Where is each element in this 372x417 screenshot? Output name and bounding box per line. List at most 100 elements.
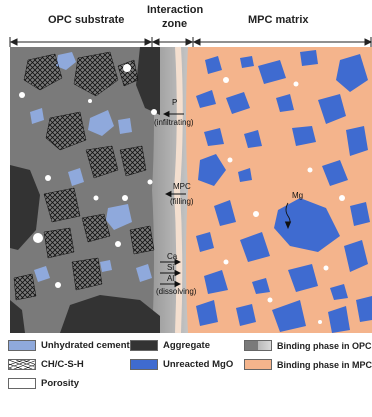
unreacted-mgo-particle bbox=[240, 232, 270, 262]
pore bbox=[318, 320, 322, 324]
unhydrated-cement-particle bbox=[56, 52, 76, 70]
unreacted-mgo-particle bbox=[244, 130, 262, 148]
opc-substrate-label: OPC substrate bbox=[48, 14, 125, 26]
pore bbox=[55, 282, 61, 288]
pore bbox=[323, 265, 329, 271]
header-dimension-arrows bbox=[9, 37, 372, 47]
ch-csh-region bbox=[71, 257, 103, 291]
pore bbox=[88, 99, 92, 103]
unhydrated-cement-particle bbox=[118, 118, 132, 134]
unreacted-mgo-particle bbox=[226, 92, 250, 114]
legend-label-binding-mpc: Binding phase in MPC bbox=[277, 359, 372, 370]
unreacted-mgo-particle bbox=[198, 154, 226, 186]
unreacted-mgo-particle bbox=[252, 278, 270, 294]
aggregate-particle bbox=[10, 300, 25, 333]
interaction-zone-label-line2: zone bbox=[162, 18, 188, 30]
unreacted-mgo-particle bbox=[258, 60, 286, 84]
pore bbox=[223, 77, 229, 83]
unreacted-mgo-particle bbox=[238, 168, 252, 182]
legend-unhydrated-cement: Unhydrated cement bbox=[8, 340, 130, 351]
unreacted-mgo-particle bbox=[288, 264, 318, 292]
legend-swatch-porosity bbox=[8, 378, 36, 389]
si-label: Si bbox=[167, 263, 175, 272]
ch-csh-region bbox=[73, 51, 119, 97]
ch-csh-region bbox=[43, 227, 75, 259]
legend-porosity: Porosity bbox=[8, 378, 79, 389]
unreacted-mgo-particle bbox=[196, 232, 214, 252]
unreacted-mgo-particle bbox=[356, 296, 372, 322]
dissolving-label: (dissolving) bbox=[156, 287, 197, 296]
pore bbox=[339, 195, 345, 201]
unreacted-mgo-particle bbox=[274, 198, 340, 252]
al-label: Al bbox=[167, 274, 175, 283]
legend-label-binding-opc: Binding phase in OPC bbox=[277, 340, 372, 351]
unhydrated-cement-particle bbox=[136, 264, 152, 282]
unreacted-mgo-particle bbox=[236, 304, 256, 326]
aggregate-particle bbox=[60, 295, 160, 333]
legend-label-unreacted-mgo: Unreacted MgO bbox=[163, 359, 234, 370]
reaction-arrows bbox=[160, 110, 292, 288]
unhydrated-cement-particle bbox=[88, 110, 114, 136]
unreacted-mgo-particle bbox=[322, 160, 348, 186]
unreacted-mgo-particle bbox=[300, 50, 318, 66]
ch-csh-region bbox=[43, 187, 81, 223]
unreacted-mgo-particle bbox=[350, 202, 370, 226]
unreacted-mgo-particle bbox=[344, 240, 368, 272]
legend-binding-mpc: Binding phase in MPC bbox=[244, 359, 372, 370]
unreacted-mgo-particle bbox=[328, 306, 350, 333]
aggregate-particle bbox=[136, 47, 160, 115]
filling-label: (filling) bbox=[170, 197, 194, 206]
pore bbox=[227, 157, 233, 163]
unhydrated-cement-particle bbox=[100, 260, 112, 272]
zone-boundary-light bbox=[173, 46, 183, 334]
pore bbox=[122, 195, 128, 201]
interaction-zone-label-line1: Interaction bbox=[147, 4, 204, 16]
ch-csh-region bbox=[13, 273, 37, 301]
pore bbox=[147, 179, 153, 185]
pore bbox=[93, 195, 99, 201]
pore bbox=[115, 241, 121, 247]
pore bbox=[123, 64, 131, 72]
ch-csh-region bbox=[81, 213, 111, 243]
unreacted-mgo-particle bbox=[272, 300, 306, 332]
unreacted-mgo-particle bbox=[214, 200, 236, 226]
pore bbox=[267, 297, 273, 303]
p-label: P bbox=[172, 98, 178, 107]
ca-label: Ca bbox=[167, 252, 178, 261]
unreacted-mgo-particle bbox=[336, 54, 368, 92]
aggregate-particle bbox=[10, 165, 40, 250]
pore bbox=[293, 81, 299, 87]
ch-csh-region bbox=[117, 59, 139, 87]
legend-label-unhydrated-cement: Unhydrated cement bbox=[41, 340, 130, 351]
unreacted-mgo-particle bbox=[346, 126, 368, 156]
legend-ch-csh: CH/C-S-H bbox=[8, 359, 84, 370]
pore bbox=[223, 259, 229, 265]
unreacted-mgo-particle bbox=[330, 284, 348, 300]
unreacted-mgo-particle bbox=[240, 56, 254, 68]
unhydrated-cement-particle bbox=[34, 266, 50, 282]
legend-label-ch-csh: CH/C-S-H bbox=[41, 359, 84, 370]
legend-unreacted-mgo: Unreacted MgO bbox=[130, 359, 233, 370]
legend-label-porosity: Porosity bbox=[41, 378, 80, 389]
unhydrated-cement-particle bbox=[68, 168, 84, 186]
pore bbox=[253, 211, 259, 217]
legend-aggregate: Aggregate bbox=[130, 340, 210, 351]
unreacted-mgo-particle bbox=[196, 90, 216, 108]
unreacted-mgo-particle bbox=[204, 270, 228, 294]
legend-swatch-binding-opc bbox=[244, 340, 272, 351]
ch-csh-region bbox=[23, 53, 63, 91]
ch-csh-region bbox=[85, 145, 119, 179]
pore bbox=[45, 175, 51, 181]
unreacted-mgo-particle bbox=[318, 94, 346, 124]
pore bbox=[33, 233, 43, 243]
legend-swatch-aggregate bbox=[130, 340, 158, 351]
legend-swatch-binding-mpc bbox=[244, 359, 272, 370]
unreacted-mgo-particle bbox=[292, 126, 316, 146]
unreacted-mgo-particle bbox=[196, 300, 218, 326]
legend-swatch-unreacted-mgo bbox=[130, 359, 158, 370]
legend-label-aggregate: Aggregate bbox=[163, 340, 210, 351]
unreacted-mgo-particle bbox=[205, 56, 222, 74]
ch-csh-region bbox=[129, 225, 155, 255]
unreacted-mgo-particle bbox=[204, 128, 224, 146]
